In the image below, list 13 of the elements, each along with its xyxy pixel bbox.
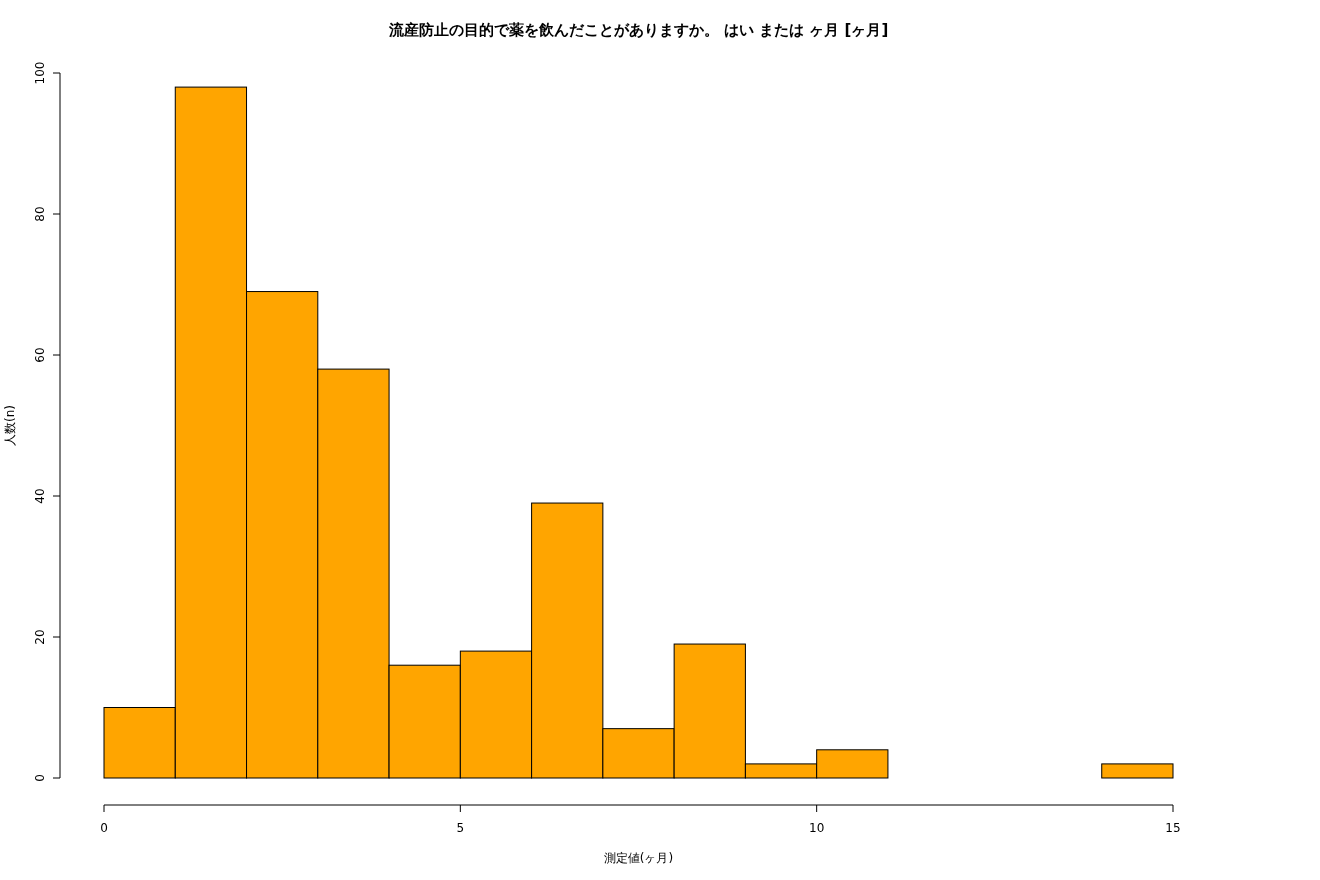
- x-tick-label: 15: [1165, 821, 1181, 835]
- y-tick-label: 60: [33, 347, 47, 363]
- y-tick-label: 20: [33, 629, 47, 645]
- x-axis-title: 測定値(ヶ月): [603, 851, 674, 865]
- x-tick-label: 10: [809, 821, 825, 835]
- y-tick-label: 100: [33, 61, 47, 85]
- y-tick-label: 80: [33, 206, 47, 222]
- x-tick-label: 0: [100, 821, 108, 835]
- chart-title: 流産防止の目的で薬を飲んだことがありますか。 はい または ヶ月 [ヶ月]: [387, 21, 889, 39]
- y-tick-label: 0: [33, 774, 47, 782]
- y-axis-title: 人数(n): [3, 405, 17, 446]
- y-tick-label: 40: [33, 488, 47, 504]
- x-tick-label: 5: [456, 821, 465, 835]
